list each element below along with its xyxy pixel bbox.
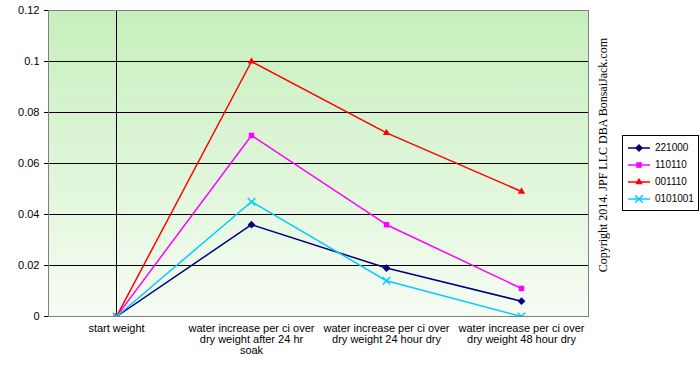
svg-text:0.02: 0.02	[18, 259, 39, 271]
svg-text:0.08: 0.08	[18, 106, 39, 118]
svg-text:0: 0	[33, 310, 39, 322]
svg-text:water increase per ci overdry: water increase per ci overdry weight aft…	[188, 322, 315, 356]
html-text:Copyright 2014. JPF LLC DBA Bo: Copyright 2014. JPF LLC DBA BonsaiJack.c…	[596, 38, 610, 273]
svg-text:0.1: 0.1	[24, 55, 39, 67]
html-text:221000: 221000	[655, 142, 689, 153]
html-text:110110: 110110	[655, 159, 687, 170]
svg-text:0.04: 0.04	[18, 208, 39, 220]
svg-text:water increase per ci overdry: water increase per ci overdry weight 24 …	[323, 322, 450, 345]
html-text:001110: 001110	[655, 176, 687, 187]
svg-text:0.12: 0.12	[18, 4, 39, 16]
svg-text:start weight: start weight	[88, 322, 144, 334]
svg-text:water increase per ci overdry: water increase per ci overdry weight 48 …	[458, 322, 585, 345]
html-text:0101001: 0101001	[655, 193, 694, 204]
svg-text:0.06: 0.06	[18, 157, 39, 169]
